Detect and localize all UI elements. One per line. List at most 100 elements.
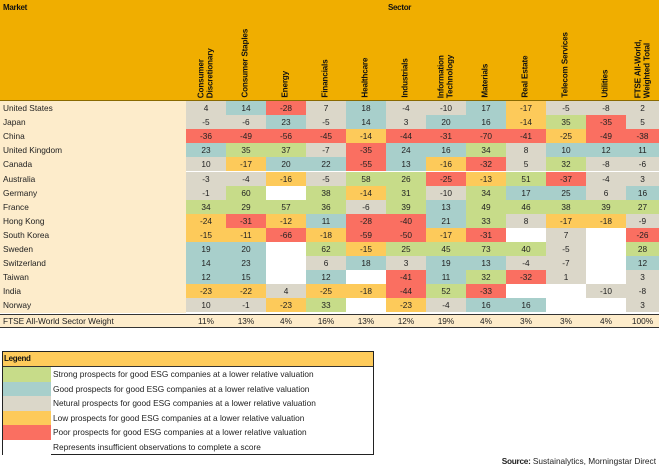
- legend-text: Poor prospects for good ESG companies at…: [53, 427, 307, 438]
- legend-text: Strong prospects for good ESG companies …: [53, 369, 314, 379]
- legend-text: Good prospects for good ESG companies at…: [53, 383, 310, 394]
- heatmap-cell: -32: [466, 157, 506, 172]
- column-header: Industrials: [386, 12, 426, 98]
- heatmap-cell: -10: [586, 284, 626, 299]
- heatmap-cell: 5: [626, 115, 659, 130]
- legend-title: Legend: [3, 352, 373, 367]
- heatmap-cell: -5: [546, 242, 586, 257]
- market-header: Market: [3, 3, 27, 12]
- market-label: France: [3, 201, 29, 212]
- heatmap-cell: [586, 256, 626, 271]
- heatmap-cell: -45: [306, 129, 346, 144]
- heatmap-cell: [266, 256, 306, 271]
- heatmap-cell: -5: [546, 101, 586, 116]
- heatmap-cell: 38: [546, 199, 586, 214]
- market-label: South Korea: [3, 229, 50, 240]
- heatmap-cell: -18: [306, 227, 346, 242]
- heatmap-cell: 7: [546, 227, 586, 242]
- legend-swatch: [3, 396, 51, 411]
- weight-cell: 3%: [520, 316, 532, 326]
- heatmap-cell: 25: [546, 185, 586, 200]
- heatmap-cell: -36: [186, 129, 226, 144]
- heatmap-cell: -18: [586, 213, 626, 228]
- heatmap-cell: -17: [546, 213, 586, 228]
- heatmap-cell: -5: [186, 115, 226, 130]
- heatmap-cell: -44: [386, 129, 426, 144]
- heatmap-cell: 34: [186, 199, 226, 214]
- legend-text: Low prospects for good ESG companies at …: [53, 412, 305, 423]
- heatmap-cell: 14: [226, 101, 266, 116]
- heatmap-cell: -40: [386, 213, 426, 228]
- heatmap-cell: -14: [506, 115, 546, 130]
- column-header: FTSE All-World, Weighted Total: [626, 12, 659, 98]
- market-label: Norway: [3, 300, 32, 311]
- heatmap-cell: -56: [266, 129, 306, 144]
- heatmap-cell: 4: [186, 101, 226, 116]
- heatmap-cell: 13: [466, 256, 506, 271]
- heatmap-cell: 16: [626, 185, 659, 200]
- heatmap-cell: 18: [346, 101, 386, 116]
- heatmap-cell: 29: [226, 199, 266, 214]
- heatmap-cell: 11: [626, 143, 659, 158]
- heatmap-cell: [586, 242, 626, 257]
- heatmap-cell: [586, 270, 626, 285]
- heatmap-cell: 4: [266, 284, 306, 299]
- heatmap-cell: -26: [626, 227, 659, 242]
- market-labels-column: [0, 101, 186, 313]
- heatmap-cell: 8: [506, 213, 546, 228]
- heatmap-cell: -38: [626, 129, 659, 144]
- column-header-label: FTSE All-World, Weighted Total: [632, 39, 651, 98]
- heatmap-cell: 20: [426, 115, 466, 130]
- table-header: Market Sector Consumer Discretionary Cons…: [0, 0, 659, 101]
- heatmap-cell: 3: [626, 270, 659, 285]
- heatmap-cell: 32: [546, 157, 586, 172]
- column-header-label: Telecom Services: [560, 32, 570, 98]
- heatmap-cell: -1: [226, 298, 266, 313]
- heatmap-cell: 12: [186, 270, 226, 285]
- heatmap-cell: -13: [466, 171, 506, 186]
- source-label: Source:: [501, 456, 531, 466]
- market-label: Australia: [3, 173, 36, 184]
- column-header: Financials: [306, 12, 346, 98]
- heatmap-cell: -17: [426, 227, 466, 242]
- heatmap-cell: 26: [386, 171, 426, 186]
- heatmap-cell: 2: [626, 101, 659, 116]
- heatmap-cell: 14: [346, 115, 386, 130]
- legend-item: Low prospects for good ESG companies at …: [3, 410, 373, 426]
- heatmap-cell: 25: [386, 242, 426, 257]
- heatmap-cell: -31: [466, 227, 506, 242]
- column-header: Information Technology: [426, 12, 466, 98]
- heatmap-cell: 3: [386, 115, 426, 130]
- heatmap-cell: -41: [386, 270, 426, 285]
- heatmap-cell: -50: [386, 227, 426, 242]
- legend-swatch: [3, 367, 51, 382]
- heatmap-cell: 7: [306, 101, 346, 116]
- weight-cell: 12%: [397, 316, 415, 326]
- column-header: Consumer Staples: [226, 12, 266, 98]
- market-label: China: [3, 131, 25, 142]
- heatmap-cell: -17: [506, 101, 546, 116]
- column-header: Consumer Discretionary: [186, 12, 226, 98]
- heatmap-cell: 34: [466, 185, 506, 200]
- heatmap-cell: 19: [426, 256, 466, 271]
- heatmap-cell: 16: [466, 115, 506, 130]
- heatmap-cell: [266, 270, 306, 285]
- heatmap-cell: 18: [346, 256, 386, 271]
- heatmap-cell: 17: [506, 185, 546, 200]
- heatmap-cell: -25: [546, 129, 586, 144]
- column-header-label: Materials: [480, 64, 490, 98]
- weight-cell: 19%: [437, 316, 455, 326]
- heatmap-cell: -17: [226, 157, 266, 172]
- heatmap-cell: 33: [306, 298, 346, 313]
- heatmap-cell: 62: [306, 242, 346, 257]
- heatmap-cell: -4: [386, 101, 426, 116]
- heatmap-cell: 49: [466, 199, 506, 214]
- heatmap-cell: -6: [226, 115, 266, 130]
- heatmap-cell: 40: [506, 242, 546, 257]
- heatmap-cell: [346, 298, 386, 313]
- heatmap-cell: -14: [346, 129, 386, 144]
- heatmap-cell: -59: [346, 227, 386, 242]
- heatmap-cell: 15: [226, 270, 266, 285]
- market-label: Japan: [3, 117, 26, 128]
- weights-row: [0, 314, 659, 328]
